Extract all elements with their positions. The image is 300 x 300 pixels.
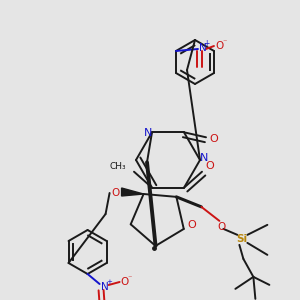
Text: CH₃: CH₃ [110,162,126,171]
Text: O: O [188,220,196,230]
Text: N: N [144,128,152,138]
Text: O: O [112,188,120,198]
Text: +: + [203,40,209,49]
Text: +: + [106,279,112,285]
Text: N: N [200,153,208,163]
Text: N: N [101,282,109,292]
Text: O: O [217,222,226,232]
Text: O: O [210,134,218,144]
Text: ⁻: ⁻ [223,38,227,46]
Text: O: O [216,41,224,51]
Polygon shape [122,188,144,196]
Text: N: N [199,43,207,53]
Text: ⁻: ⁻ [128,274,132,283]
Text: O: O [206,161,214,171]
Text: Si: Si [236,234,247,244]
Text: O: O [121,277,129,287]
